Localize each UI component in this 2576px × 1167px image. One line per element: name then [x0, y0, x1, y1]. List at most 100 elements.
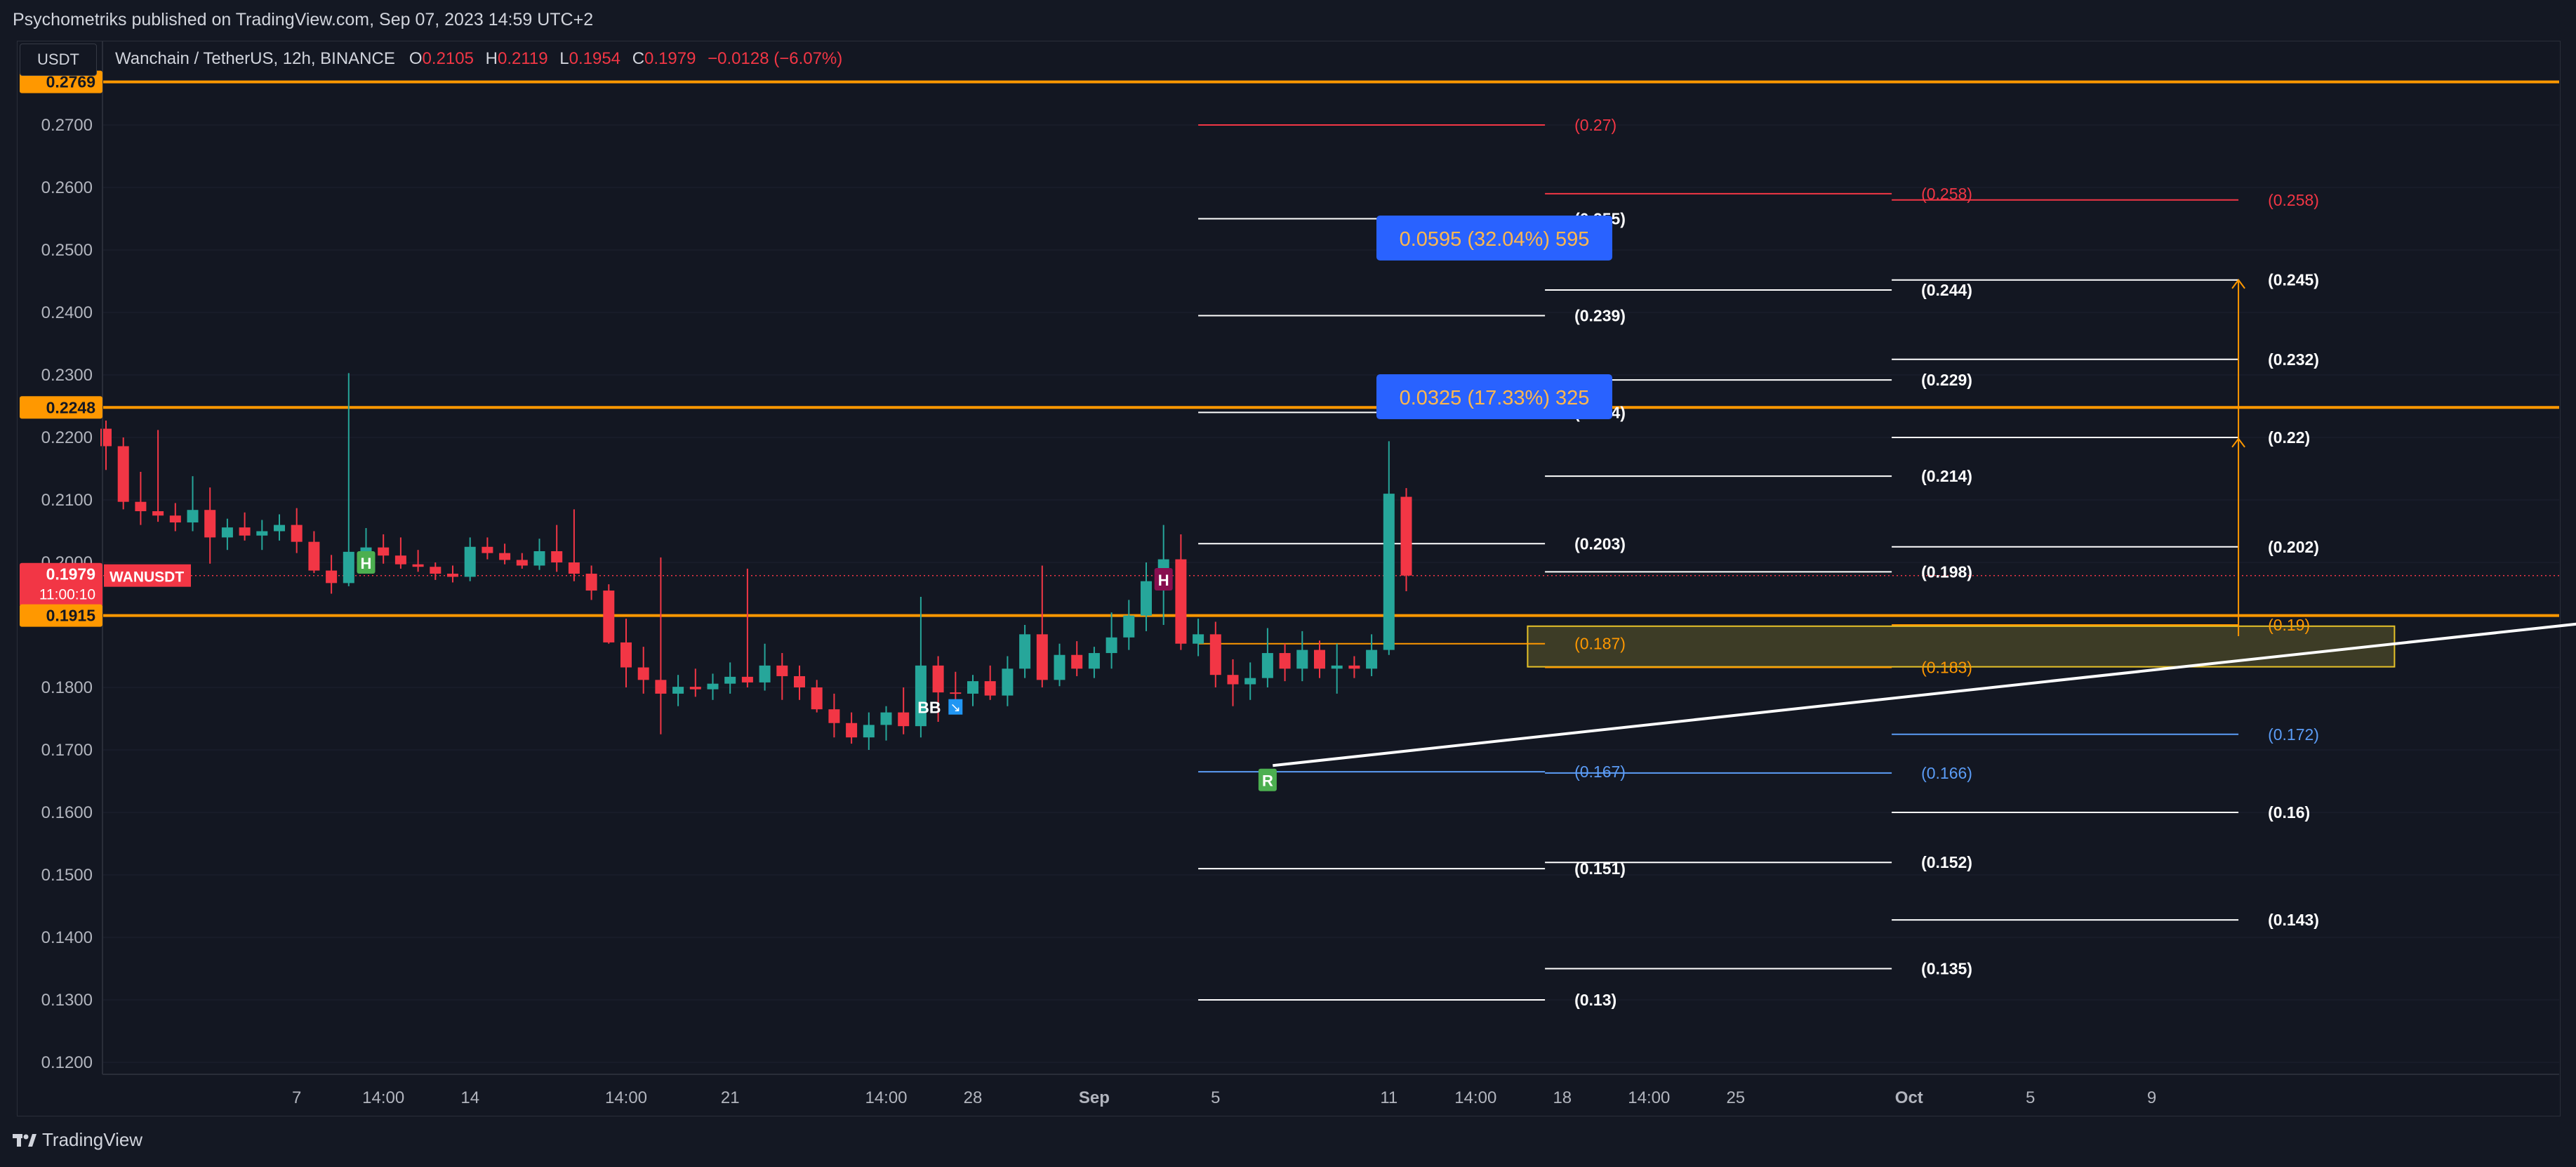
candle-body — [637, 667, 649, 680]
candle-body — [551, 550, 563, 562]
candle-body — [741, 676, 753, 683]
fib-level-label: (0.143) — [2268, 911, 2319, 929]
fib-level-label: (0.203) — [1574, 534, 1626, 553]
measure-arrow-head — [2231, 279, 2245, 289]
fib-level-label: (0.198) — [1921, 562, 1972, 581]
candle-body — [603, 591, 615, 642]
candle-body — [239, 527, 251, 536]
candle-body — [863, 725, 875, 738]
candle-body — [499, 553, 511, 560]
fib-level-label: (0.232) — [2268, 350, 2319, 369]
ohlc-legend: Wanchain / TetherUS, 12h, BINANCE O0.210… — [115, 49, 849, 69]
arrow-down-right-icon: ↘ — [950, 701, 961, 716]
candle-body — [1054, 654, 1065, 680]
markers: H H R BB ↘ — [357, 551, 1277, 791]
candle-body — [326, 570, 338, 584]
x-tick-label: 25 — [1726, 1088, 1745, 1107]
y-tick-label: 0.2500 — [41, 241, 93, 260]
x-tick-label: 18 — [1553, 1088, 1572, 1107]
candle-body — [1019, 634, 1031, 669]
candle-body — [1227, 675, 1239, 685]
x-tick-label: 21 — [721, 1088, 740, 1107]
price-axis-label: 0.1979 — [46, 565, 95, 584]
candle-body — [533, 550, 545, 566]
candle-body — [794, 675, 805, 687]
y-tick-label: 0.1700 — [41, 741, 93, 760]
price-axis-label-box — [20, 396, 102, 419]
legend-low: 0.1954 — [569, 49, 621, 68]
y-tick-label: 0.1300 — [41, 991, 93, 1010]
legend-h-label: H — [485, 49, 498, 68]
legend-o-label: O — [409, 49, 423, 68]
candle-body — [204, 510, 216, 538]
price-axis-label: 0.2248 — [46, 398, 96, 416]
candle-body — [1071, 654, 1083, 669]
candle-body — [221, 527, 233, 538]
price-axis-label-box — [20, 604, 102, 627]
candle-body — [846, 723, 858, 738]
symbol-button[interactable]: USDT — [20, 44, 97, 76]
marker-label: H — [361, 555, 372, 572]
candle-body — [343, 551, 354, 584]
fib-level-label: (0.135) — [1921, 960, 1972, 978]
x-tick-label: 9 — [2147, 1088, 2156, 1107]
tradingview-logo[interactable]: TradingView — [13, 1129, 142, 1151]
legend-l-label: L — [559, 49, 569, 68]
fib-level-label: (0.167) — [1574, 763, 1626, 781]
fib-level-label: (0.258) — [2268, 191, 2319, 209]
y-tick-label: 0.2100 — [41, 491, 93, 510]
axes: 0.2700 0.2600 0.2500 0.2400 0.2300 0.2200 0.21… — [20, 41, 2559, 1107]
tradingview-mark-icon — [13, 1133, 36, 1147]
fib-level-label: (0.229) — [1921, 371, 1972, 389]
x-tick-label: 28 — [964, 1088, 983, 1107]
candle-body — [759, 665, 771, 683]
candle-body — [585, 574, 597, 591]
x-tick-label: 14:00 — [865, 1088, 907, 1107]
candle-body — [620, 642, 632, 668]
candle-body — [169, 515, 181, 523]
candle-body — [915, 665, 927, 727]
candle-body — [1036, 634, 1048, 680]
x-tick-label: 14 — [460, 1088, 479, 1107]
drawings: 0.0595 (32.04%) 595 0.0325 (17.33%) 325 — [1273, 215, 2576, 767]
symbol-tag-box — [104, 564, 191, 587]
candle-body — [689, 687, 701, 690]
fib-level-label: (0.214) — [1921, 467, 1972, 485]
fib-level-label: (0.166) — [1921, 764, 1972, 782]
y-tick-label: 0.2300 — [41, 366, 93, 385]
candle-body — [1383, 494, 1395, 650]
candle-body — [1314, 650, 1325, 669]
candle-body — [568, 562, 580, 574]
candle-body — [1123, 615, 1135, 638]
marker-label: BB — [917, 699, 941, 717]
candle-body — [394, 555, 406, 565]
candle-body — [898, 712, 910, 727]
candle-body — [950, 692, 962, 694]
x-tick-label: 14:00 — [605, 1088, 647, 1107]
candle-body — [152, 511, 164, 516]
grid — [102, 124, 2559, 1063]
candle-body — [1244, 678, 1256, 685]
candle-body — [1400, 496, 1412, 576]
zone-layer — [1527, 625, 2396, 668]
marker-badge — [357, 551, 376, 574]
fib-level-label: (0.245) — [2268, 271, 2319, 289]
candle-body — [430, 567, 441, 574]
candle-body — [291, 525, 303, 542]
demand-zone — [1527, 625, 2396, 668]
candle-body — [1141, 581, 1152, 616]
candle-body — [308, 541, 320, 571]
top-bar: Psychometriks published on TradingView.c… — [0, 0, 2576, 41]
measure-arrow-head — [2231, 437, 2245, 448]
candle-body — [1209, 634, 1221, 675]
candle-body — [516, 560, 528, 566]
x-tick-label: 7 — [292, 1088, 301, 1107]
candle-body — [880, 712, 892, 725]
measure-label-box — [1376, 374, 1612, 420]
fib-level-label: (0.152) — [1921, 853, 1972, 871]
candle-body — [672, 687, 684, 694]
candle-body — [707, 683, 719, 690]
ascending-trendline — [1273, 622, 2576, 767]
bar-countdown: 11:00:10 — [39, 587, 95, 603]
